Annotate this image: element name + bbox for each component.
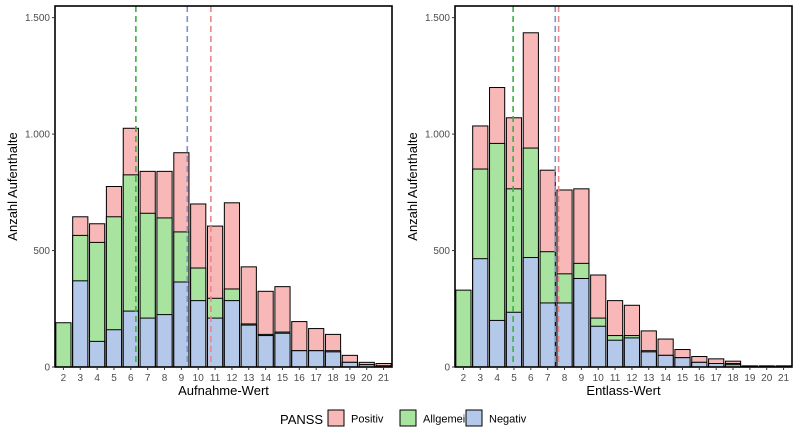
y-tick-label: 500 bbox=[33, 246, 50, 257]
legend-label-negativ: Negativ bbox=[489, 414, 527, 426]
x-tick-label: 10 bbox=[193, 373, 205, 384]
bar-negativ-15 bbox=[274, 332, 291, 368]
bar-negativ-13 bbox=[240, 324, 257, 368]
x-tick-label: 13 bbox=[643, 373, 655, 384]
bar-negativ-14 bbox=[257, 335, 274, 368]
x-tick-label: 20 bbox=[361, 373, 373, 384]
bar-negativ-13 bbox=[640, 351, 657, 368]
bar-allgemein-2 bbox=[455, 289, 472, 368]
panel-aufnahme: 0 500 1.000 1.500 2 3 4 5 6 7 8 9 10 11 12 13 14 15 16 17 18… bbox=[5, 5, 393, 398]
x-tick-label: 12 bbox=[626, 373, 638, 384]
x-tick-label: 8 bbox=[162, 373, 168, 384]
legend-swatch-negativ bbox=[465, 409, 483, 427]
x-tick-label: 10 bbox=[593, 373, 605, 384]
plot-border bbox=[54, 5, 393, 368]
y-tick-label: 0 bbox=[44, 363, 50, 374]
bar-negativ-17 bbox=[308, 350, 325, 368]
x-tick-label: 15 bbox=[677, 373, 689, 384]
y-tick-label: 1.000 bbox=[25, 130, 50, 141]
x-tick-label: 6 bbox=[528, 373, 534, 384]
x-tick-label: 18 bbox=[327, 373, 339, 384]
x-tick-label: 2 bbox=[461, 373, 467, 384]
bar-negativ-12 bbox=[623, 337, 641, 368]
x-tick-label: 17 bbox=[311, 373, 323, 384]
legend: PANSS Positiv Allgemein Negativ bbox=[280, 409, 527, 427]
legend-swatch-allgemein bbox=[399, 409, 417, 427]
x-tick-label: 3 bbox=[77, 373, 83, 384]
plot-border bbox=[454, 5, 793, 368]
bar-negativ-5 bbox=[105, 329, 123, 368]
bar-negativ-10 bbox=[190, 300, 207, 368]
bar-negativ-4 bbox=[489, 319, 506, 368]
x-tick-label: 6 bbox=[128, 373, 134, 384]
x-tick-label: 17 bbox=[711, 373, 723, 384]
x-tick-label: 14 bbox=[660, 373, 672, 384]
bar-negativ-11 bbox=[206, 317, 224, 368]
bar-negativ-16 bbox=[291, 350, 308, 368]
bar-negativ-8 bbox=[156, 314, 173, 368]
legend-swatch-positiv bbox=[327, 409, 345, 427]
bar-negativ-6 bbox=[522, 257, 539, 368]
x-tick-label: 15 bbox=[277, 373, 289, 384]
x-tick-label: 16 bbox=[294, 373, 306, 384]
x-tick-label: 14 bbox=[260, 373, 272, 384]
x-axis-title: Entlass-Wert bbox=[586, 383, 661, 398]
y-axis-title: Anzahl Aufenthalte bbox=[405, 132, 420, 240]
bar-negativ-15 bbox=[674, 357, 691, 368]
x-tick-label: 13 bbox=[243, 373, 255, 384]
x-axis-title: Aufnahme-Wert bbox=[178, 383, 269, 398]
legend-label-allgemein: Allgemein bbox=[423, 414, 471, 426]
bar-negativ-4 bbox=[89, 340, 106, 368]
x-tick-label: 7 bbox=[545, 373, 551, 384]
x-tick-label: 12 bbox=[226, 373, 238, 384]
x-tick-label: 8 bbox=[562, 373, 568, 384]
bar-negativ-7 bbox=[539, 302, 556, 368]
y-tick-label: 1.000 bbox=[425, 130, 450, 141]
bar-negativ-18 bbox=[324, 351, 342, 368]
y-tick-label: 1.500 bbox=[25, 13, 50, 24]
bar-negativ-11 bbox=[606, 339, 624, 368]
legend-label-positiv: Positiv bbox=[351, 414, 384, 426]
bar-negativ-3 bbox=[72, 280, 89, 368]
x-tick-label: 2 bbox=[61, 373, 67, 384]
x-tick-label: 20 bbox=[761, 373, 773, 384]
x-tick-label: 11 bbox=[210, 373, 221, 384]
bar-negativ-12 bbox=[223, 300, 241, 368]
x-tick-label: 3 bbox=[477, 373, 483, 384]
y-tick-label: 500 bbox=[433, 246, 450, 257]
bar-negativ-9 bbox=[573, 278, 590, 368]
x-tick-label: 16 bbox=[694, 373, 706, 384]
x-tick-label: 4 bbox=[494, 373, 500, 384]
y-axis-title: Anzahl Aufenthalte bbox=[5, 132, 20, 240]
legend-title: PANSS bbox=[280, 412, 323, 427]
y-tick-label: 1.500 bbox=[425, 13, 450, 24]
x-tick-label: 5 bbox=[511, 373, 517, 384]
panel-entlass: 0 500 1.000 1.500 2 3 4 5 6 7 8 9 10 11 12 13 14 15 16 17 18… bbox=[405, 5, 793, 398]
bar-negativ-10 bbox=[590, 325, 607, 368]
x-tick-label: 5 bbox=[111, 373, 117, 384]
x-tick-label: 21 bbox=[378, 373, 390, 384]
x-tick-label: 19 bbox=[344, 373, 356, 384]
bar-negativ-5 bbox=[505, 311, 523, 368]
x-tick-label: 4 bbox=[94, 373, 100, 384]
bar-negativ-9 bbox=[173, 281, 190, 368]
x-tick-label: 19 bbox=[744, 373, 756, 384]
bar-negativ-14 bbox=[657, 354, 674, 368]
x-tick-label: 7 bbox=[145, 373, 151, 384]
bar-negativ-7 bbox=[139, 317, 156, 368]
y-tick-label: 0 bbox=[444, 363, 450, 374]
x-tick-label: 11 bbox=[610, 373, 621, 384]
x-tick-label: 18 bbox=[727, 373, 739, 384]
bar-allgemein-2 bbox=[55, 322, 72, 368]
x-tick-label: 9 bbox=[579, 373, 585, 384]
x-tick-label: 21 bbox=[778, 373, 790, 384]
x-tick-label: 9 bbox=[179, 373, 185, 384]
bar-negativ-3 bbox=[472, 258, 489, 368]
